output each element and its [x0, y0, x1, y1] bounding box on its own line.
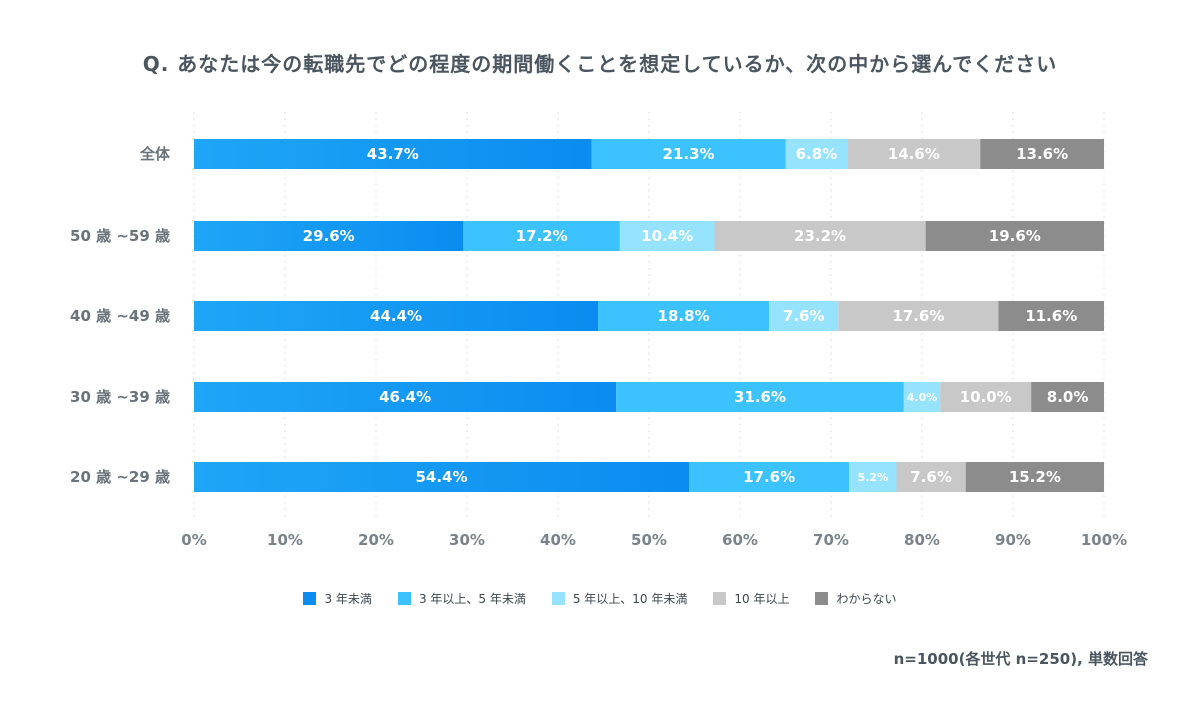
legend-swatch-3 [713, 592, 727, 605]
x-tick-label-20: 20% [358, 531, 394, 549]
data-label-2-2: 7.6% [783, 307, 825, 325]
bar-segment-4-0 [980, 139, 1104, 169]
bar-segment-0-3 [194, 382, 617, 412]
x-tick-label-80: 80% [904, 531, 940, 549]
x-tick-label-90: 90% [995, 531, 1031, 549]
bar-segment-4-2 [998, 301, 1104, 331]
category-label-2: 40 歳 ~49 歳 [70, 307, 170, 325]
data-label-0-4: 54.4% [415, 468, 467, 486]
bar-segment-2-2 [769, 301, 839, 331]
legend-label-3: 10 年以上 [734, 592, 790, 606]
data-label-1-0: 21.3% [663, 145, 715, 163]
category-label-0: 全体 [139, 145, 171, 163]
bar-segment-1-3 [616, 382, 904, 412]
legend-label-0: 3 年未満 [324, 592, 372, 606]
data-label-2-3: 4.0% [907, 391, 938, 404]
category-label-1: 50 歳 ~59 歳 [70, 227, 170, 245]
bar-segment-4-3 [1031, 382, 1104, 412]
data-label-0-2: 44.4% [370, 307, 422, 325]
legend-item-4: わからない [815, 590, 897, 607]
legend-label-1: 3 年以上、5 年未満 [418, 592, 526, 606]
chart-legend: 3 年未満 3 年以上、5 年未満 5 年以上、10 年未満 10 年以上 わからない [0, 590, 1200, 607]
data-label-1-3: 31.6% [734, 388, 786, 406]
legend-item-2: 5 年以上、10 年未満 [551, 590, 688, 607]
bar-segment-4-4 [965, 462, 1104, 492]
x-tick-label-50: 50% [631, 531, 667, 549]
sample-size-footnote: n=1000(各世代 n=250), 単数回答 [893, 650, 1148, 668]
data-label-4-1: 19.6% [989, 227, 1041, 245]
data-label-4-2: 11.6% [1025, 307, 1077, 325]
legend-item-1: 3 年以上、5 年未満 [397, 590, 526, 607]
bar-segment-2-3 [903, 382, 941, 412]
data-label-3-2: 17.6% [892, 307, 944, 325]
data-label-1-2: 18.8% [658, 307, 710, 325]
data-label-1-4: 17.6% [743, 468, 795, 486]
legend-item-0: 3 年未満 [303, 590, 372, 607]
bar-segment-2-4 [849, 462, 897, 492]
category-label-4: 20 歳 ~29 歳 [70, 468, 170, 486]
data-label-0-1: 29.6% [303, 227, 355, 245]
data-label-2-0: 6.8% [796, 145, 838, 163]
bar-segment-3-2 [838, 301, 999, 331]
bar-segment-1-1 [463, 221, 620, 251]
data-label-0-0: 43.7% [367, 145, 419, 163]
bar-segment-1-0 [591, 139, 786, 169]
data-label-3-0: 14.6% [888, 145, 940, 163]
bar-segment-3-0 [847, 139, 981, 169]
data-label-2-1: 10.4% [641, 227, 693, 245]
bar-segment-2-1 [619, 221, 715, 251]
bar-segment-1-2 [598, 301, 770, 331]
bar-segment-0-0 [194, 139, 592, 169]
x-tick-label-60: 60% [722, 531, 758, 549]
legend-swatch-2 [551, 592, 565, 605]
bar-segment-4-1 [925, 221, 1104, 251]
bar-segment-0-4 [194, 462, 690, 492]
bar-segment-3-3 [940, 382, 1032, 412]
legend-label-2: 5 年以上、10 年未満 [572, 592, 688, 606]
legend-swatch-1 [397, 592, 411, 605]
x-tick-label-70: 70% [813, 531, 849, 549]
data-label-4-4: 15.2% [1009, 468, 1061, 486]
data-label-0-3: 46.4% [379, 388, 431, 406]
category-label-3: 30 歳 ~39 歳 [70, 388, 170, 406]
legend-swatch-0 [303, 592, 317, 605]
chart-title: Q. あなたは今の転職先でどの程度の期間働くことを想定しているか、次の中から選ん… [142, 52, 1058, 76]
bar-segment-3-1 [714, 221, 926, 251]
legend-item-3: 10 年以上 [713, 590, 789, 607]
data-label-3-3: 10.0% [960, 388, 1012, 406]
data-label-2-4: 5.2% [858, 471, 889, 484]
x-tick-label-30: 30% [449, 531, 485, 549]
x-tick-label-40: 40% [540, 531, 576, 549]
data-label-3-4: 7.6% [910, 468, 952, 486]
legend-label-4: わからない [836, 592, 897, 606]
x-tick-label-0: 0% [181, 531, 206, 549]
x-tick-label-10: 10% [267, 531, 303, 549]
bar-segment-2-0 [785, 139, 848, 169]
bar-segment-3-4 [896, 462, 966, 492]
bar-segment-0-2 [194, 301, 599, 331]
data-label-4-0: 13.6% [1016, 145, 1068, 163]
bar-segment-1-4 [689, 462, 850, 492]
data-label-4-3: 8.0% [1047, 388, 1089, 406]
legend-swatch-4 [815, 592, 829, 605]
data-label-3-1: 23.2% [794, 227, 846, 245]
x-tick-label-100: 100% [1081, 531, 1127, 549]
bar-segment-0-1 [194, 221, 464, 251]
data-label-1-1: 17.2% [516, 227, 568, 245]
